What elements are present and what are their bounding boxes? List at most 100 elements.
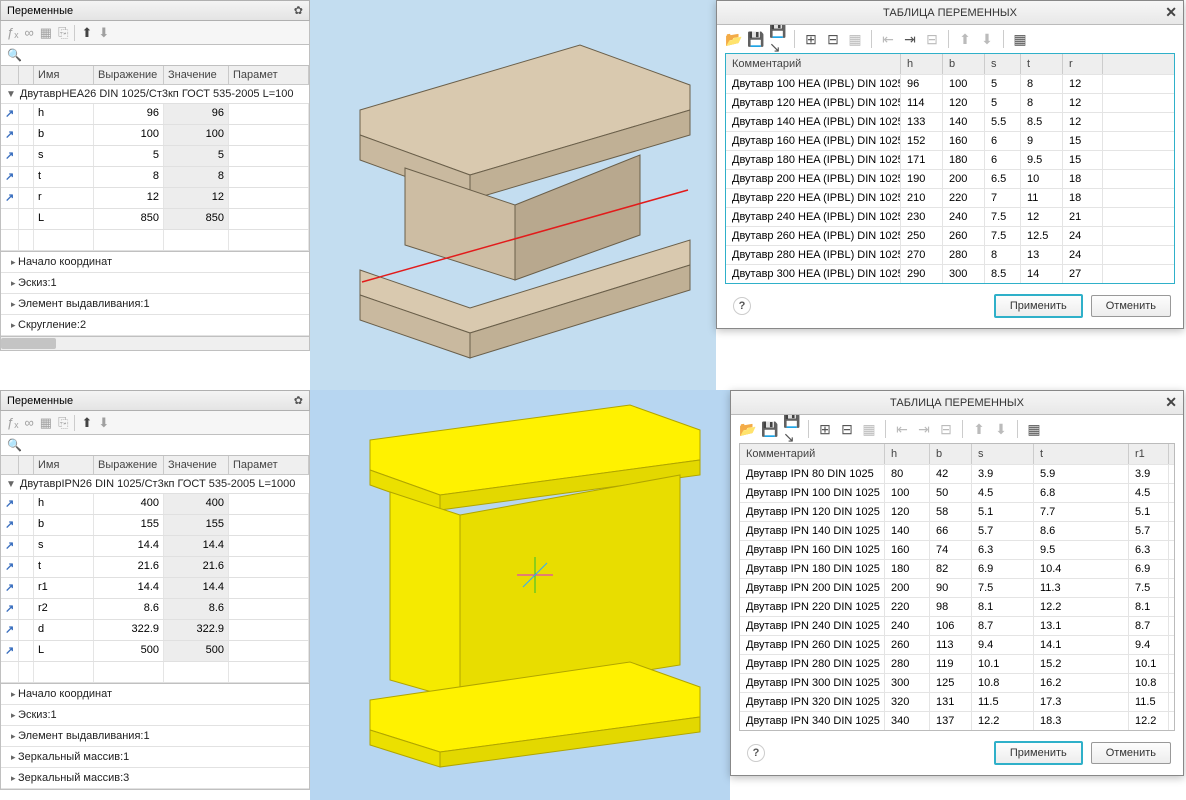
table-row[interactable]: Двутавр IPN 320 DIN 102532013111.517.311… bbox=[740, 692, 1174, 711]
table-row[interactable]: Двутавр IPN 300 DIN 102530012510.816.210… bbox=[740, 673, 1174, 692]
var-expr[interactable]: 12 bbox=[94, 188, 164, 208]
table-row[interactable]: Двутавр IPN 260 DIN 10252601139.414.19.4 bbox=[740, 635, 1174, 654]
dialog-titlebar[interactable]: ТАБЛИЦА ПЕРЕМЕННЫХ ✕ bbox=[731, 391, 1183, 415]
table-row[interactable]: Двутавр IPN 180 DIN 1025180826.910.46.9 bbox=[740, 559, 1174, 578]
open-icon[interactable]: 📂 bbox=[725, 30, 743, 48]
var-param[interactable] bbox=[229, 104, 309, 124]
table-cell[interactable]: 12 bbox=[1021, 208, 1063, 226]
down-icon[interactable]: ⬇ bbox=[98, 415, 109, 431]
table-cell[interactable]: 14 bbox=[1021, 265, 1063, 283]
table-cell[interactable]: Двутавр IPN 320 DIN 1025 bbox=[740, 693, 885, 711]
table-icon[interactable]: ▦ bbox=[1025, 420, 1043, 438]
var-name[interactable]: L bbox=[34, 641, 94, 661]
table-cell[interactable]: 340 bbox=[885, 712, 930, 730]
table-cell[interactable]: 133 bbox=[901, 113, 943, 131]
table-cell[interactable]: 152 bbox=[901, 132, 943, 150]
table-cell[interactable]: 160 bbox=[943, 132, 985, 150]
table-cell[interactable]: 200 bbox=[885, 579, 930, 597]
table-row[interactable]: Двутавр IPN 340 DIN 102534013712.218.312… bbox=[740, 711, 1174, 730]
table-cell[interactable]: 320 bbox=[885, 693, 930, 711]
table-cell[interactable]: 10.1 bbox=[1129, 655, 1169, 673]
table-cell[interactable]: 280 bbox=[885, 655, 930, 673]
table-cell[interactable]: 6.5 bbox=[985, 170, 1021, 188]
var-name[interactable]: b bbox=[34, 515, 94, 535]
table-cell[interactable]: Двутавр 220 HEA (IPBL) DIN 1025 bbox=[726, 189, 901, 207]
checkbox-cell[interactable] bbox=[19, 578, 34, 598]
scroll-thumb[interactable] bbox=[1, 338, 56, 349]
insert-row-icon[interactable]: ⊞ bbox=[816, 420, 834, 438]
table-cell[interactable]: 5.1 bbox=[972, 503, 1034, 521]
table-cell[interactable]: 8.7 bbox=[1129, 617, 1169, 635]
variable-group[interactable]: ▼ ДвутаврHEA26 DIN 1025/Ст3кп ГОСТ 535-2… bbox=[1, 85, 309, 104]
table-cell[interactable]: 15.2 bbox=[1034, 655, 1129, 673]
var-name[interactable]: t bbox=[34, 557, 94, 577]
hdr-comment[interactable]: Комментарий bbox=[726, 54, 901, 74]
var-param[interactable] bbox=[229, 494, 309, 514]
table-cell[interactable]: 7.5 bbox=[1129, 579, 1169, 597]
var-param[interactable] bbox=[229, 188, 309, 208]
variable-group[interactable]: ▼ ДвутаврIPN26 DIN 1025/Ст3кп ГОСТ 535-2… bbox=[1, 475, 309, 494]
table-row[interactable]: Двутавр IPN 240 DIN 10252401068.713.18.7 bbox=[740, 616, 1174, 635]
table-cell[interactable]: 12.2 bbox=[1034, 598, 1129, 616]
hdr-r1[interactable]: r1 bbox=[1129, 444, 1169, 464]
table-cell[interactable]: 137 bbox=[930, 712, 972, 730]
table-cell[interactable]: 290 bbox=[901, 265, 943, 283]
down-icon[interactable]: ⬇ bbox=[992, 420, 1010, 438]
var-param[interactable] bbox=[229, 641, 309, 661]
table-cell[interactable]: 8.6 bbox=[1034, 522, 1129, 540]
table-cell[interactable]: 14.1 bbox=[1034, 636, 1129, 654]
down-icon[interactable]: ⬇ bbox=[98, 25, 109, 41]
table-cell[interactable]: 260 bbox=[885, 636, 930, 654]
table-cell[interactable]: 9.5 bbox=[1021, 151, 1063, 169]
apply-button[interactable]: Применить bbox=[994, 294, 1083, 318]
table-cell[interactable]: 4.5 bbox=[972, 484, 1034, 502]
table-row[interactable]: Двутавр 160 HEA (IPBL) DIN 1025152160691… bbox=[726, 131, 1174, 150]
table-cell[interactable]: 8.1 bbox=[1129, 598, 1169, 616]
var-expr[interactable]: 850 bbox=[94, 209, 164, 229]
var-param[interactable] bbox=[229, 557, 309, 577]
table-cell[interactable]: 250 bbox=[901, 227, 943, 245]
export-arrow-icon[interactable]: ↗ bbox=[1, 125, 19, 145]
tree-item[interactable]: Зеркальный массив:1 bbox=[1, 747, 309, 768]
table-cell[interactable]: 240 bbox=[885, 617, 930, 635]
table-row[interactable]: Двутавр 180 HEA (IPBL) DIN 102517118069.… bbox=[726, 150, 1174, 169]
export-arrow-icon[interactable]: ↗ bbox=[1, 620, 19, 640]
table-cell[interactable]: 6.3 bbox=[1129, 541, 1169, 559]
checkbox-cell[interactable] bbox=[19, 536, 34, 556]
table-cell[interactable]: 12 bbox=[1063, 113, 1103, 131]
table-cell[interactable]: 140 bbox=[885, 522, 930, 540]
var-expr[interactable]: 14.4 bbox=[94, 536, 164, 556]
table-cell[interactable]: 120 bbox=[885, 503, 930, 521]
checkbox-cell[interactable] bbox=[19, 146, 34, 166]
export-arrow-icon[interactable]: ↗ bbox=[1, 188, 19, 208]
table-cell[interactable]: 13.1 bbox=[1034, 617, 1129, 635]
var-name[interactable]: d bbox=[34, 620, 94, 640]
variable-row[interactable]: ↗t21.621.6 bbox=[1, 557, 309, 578]
hdr-expr[interactable]: Выражение bbox=[94, 66, 164, 85]
variable-row[interactable]: ↗h400400 bbox=[1, 494, 309, 515]
table-cell[interactable]: 9 bbox=[1021, 132, 1063, 150]
table-cell[interactable]: 98 bbox=[930, 598, 972, 616]
table-cell[interactable]: 300 bbox=[885, 674, 930, 692]
table-cell[interactable]: 180 bbox=[885, 560, 930, 578]
table-cell[interactable]: 80 bbox=[885, 465, 930, 483]
table-cell[interactable]: 66 bbox=[930, 522, 972, 540]
export-arrow-icon[interactable]: ↗ bbox=[1, 599, 19, 619]
close-icon[interactable]: ✕ bbox=[1165, 394, 1177, 411]
col-right-icon[interactable]: ⇥ bbox=[915, 420, 933, 438]
hdr-r[interactable]: r bbox=[1063, 54, 1103, 74]
variable-row[interactable]: ↗r1212 bbox=[1, 188, 309, 209]
table-cell[interactable]: 300 bbox=[943, 265, 985, 283]
checkbox-cell[interactable] bbox=[19, 104, 34, 124]
grid-icon[interactable]: ▦ bbox=[40, 25, 52, 41]
gear-icon[interactable]: ✿ bbox=[294, 394, 303, 407]
hdr-value[interactable]: Значение bbox=[164, 456, 229, 475]
table-cell[interactable]: 3.9 bbox=[972, 465, 1034, 483]
table-cell[interactable]: Двутавр 100 HEA (IPBL) DIN 1025 bbox=[726, 75, 901, 93]
table-cell[interactable]: 8.7 bbox=[972, 617, 1034, 635]
table-cell[interactable]: 12.5 bbox=[1021, 227, 1063, 245]
table-cell[interactable]: 18 bbox=[1063, 189, 1103, 207]
table-cell[interactable]: 16.2 bbox=[1034, 674, 1129, 692]
var-expr[interactable]: 500 bbox=[94, 641, 164, 661]
hdr-comment[interactable]: Комментарий bbox=[740, 444, 885, 464]
